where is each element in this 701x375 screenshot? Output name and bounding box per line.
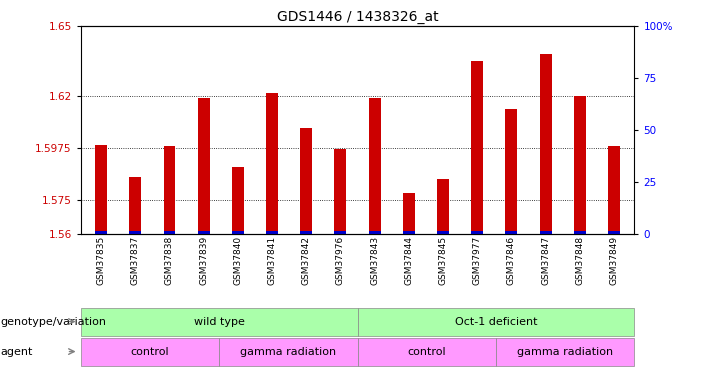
FancyBboxPatch shape bbox=[81, 338, 219, 366]
Bar bbox=[95, 146, 107, 234]
Bar bbox=[232, 167, 244, 234]
Text: wild type: wild type bbox=[193, 316, 245, 327]
Bar bbox=[334, 149, 346, 234]
Bar bbox=[198, 231, 210, 234]
Bar bbox=[163, 231, 175, 234]
Bar bbox=[540, 54, 552, 234]
Bar bbox=[334, 231, 346, 234]
Title: GDS1446 / 1438326_at: GDS1446 / 1438326_at bbox=[277, 10, 438, 24]
FancyBboxPatch shape bbox=[358, 308, 634, 336]
Bar bbox=[608, 231, 620, 234]
Bar bbox=[573, 96, 586, 234]
Bar bbox=[369, 98, 381, 234]
FancyBboxPatch shape bbox=[358, 338, 496, 366]
FancyBboxPatch shape bbox=[81, 308, 358, 336]
Text: gamma radiation: gamma radiation bbox=[517, 346, 613, 357]
Bar bbox=[266, 93, 278, 234]
Bar bbox=[232, 231, 244, 234]
Bar bbox=[608, 147, 620, 234]
Bar bbox=[573, 231, 586, 234]
Bar bbox=[437, 231, 449, 234]
Text: agent: agent bbox=[1, 346, 33, 357]
FancyBboxPatch shape bbox=[496, 338, 634, 366]
Bar bbox=[471, 61, 483, 234]
FancyBboxPatch shape bbox=[219, 338, 358, 366]
Bar bbox=[198, 98, 210, 234]
Bar bbox=[129, 231, 142, 234]
Bar bbox=[403, 193, 415, 234]
Text: genotype/variation: genotype/variation bbox=[1, 316, 107, 327]
Bar bbox=[540, 231, 552, 234]
Bar bbox=[300, 128, 312, 234]
Bar bbox=[163, 147, 175, 234]
Text: control: control bbox=[407, 346, 446, 357]
Text: control: control bbox=[130, 346, 169, 357]
Bar bbox=[95, 231, 107, 234]
Bar bbox=[266, 231, 278, 234]
Bar bbox=[129, 177, 142, 234]
Bar bbox=[403, 231, 415, 234]
Bar bbox=[471, 231, 483, 234]
Bar bbox=[300, 231, 312, 234]
Bar bbox=[437, 179, 449, 234]
Bar bbox=[505, 110, 517, 234]
Bar bbox=[369, 231, 381, 234]
Bar bbox=[505, 231, 517, 234]
Text: Oct-1 deficient: Oct-1 deficient bbox=[455, 316, 537, 327]
Text: gamma radiation: gamma radiation bbox=[240, 346, 336, 357]
